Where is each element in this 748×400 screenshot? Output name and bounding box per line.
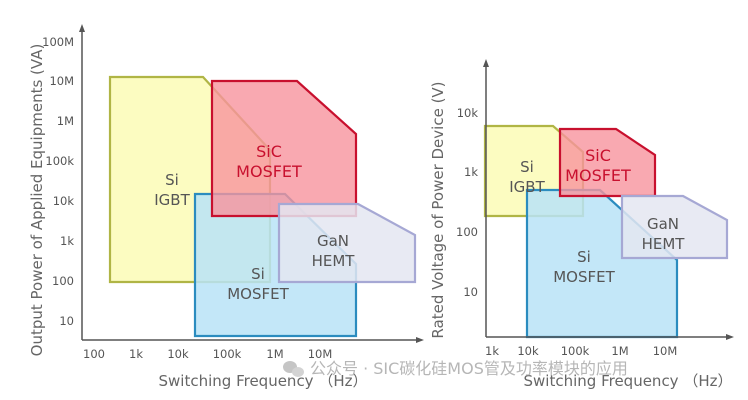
y-tick-label: 10: [59, 314, 74, 328]
y-axis-title: Output Power of Applied Equipments (VA): [28, 44, 46, 357]
region-label: Si: [165, 171, 179, 189]
x-tick-label: 1k: [129, 347, 143, 361]
region-gan-hemt: [620, 194, 729, 260]
x-tick-label: 100k: [213, 347, 242, 361]
x-tick-label: 1M: [266, 347, 283, 361]
y-tick-label: 1k: [464, 165, 478, 179]
x-axis-arrow-icon: [726, 334, 734, 340]
region-label: IGBT: [509, 178, 545, 196]
region-label: Si: [577, 248, 591, 266]
x-tick-label: 1k: [485, 344, 499, 358]
y-tick-label: 10k: [53, 194, 75, 208]
region-gan-hemt: [277, 202, 417, 284]
region-label: MOSFET: [227, 285, 289, 303]
y-tick-label: 100k: [45, 154, 74, 168]
y-tick-label: 100: [52, 274, 74, 288]
y-tick-label: 100: [456, 225, 478, 239]
x-tick-label: 100: [83, 347, 105, 361]
x-tick-label: 10k: [167, 347, 189, 361]
wechat-icon-bubble: [292, 367, 304, 377]
x-axis-title: Switching Frequency （Hz）: [524, 372, 733, 390]
region-label: GaN: [647, 215, 679, 233]
region-label: SiC: [585, 146, 611, 165]
x-axis-arrow-icon: [416, 337, 424, 343]
chart-1: 100 1k 10k 100k 1M 10M 100M 10M 1M 100k 10k 1k 100 10…: [28, 24, 424, 390]
region-label: SiC: [256, 142, 282, 161]
region-label: HEMT: [312, 252, 356, 270]
y-tick-label: 10k: [457, 106, 479, 120]
watermark: 公众号 · SIC碳化硅MOS管及功率模块的应用: [283, 359, 628, 378]
region-sic-mosfet: [210, 79, 358, 218]
y-tick-label: 10M: [49, 74, 74, 88]
x-tick-label: 10M: [308, 347, 333, 361]
region-label: GaN: [317, 232, 349, 250]
y-axis-arrow-icon: [483, 59, 489, 67]
y-tick-label: 1k: [60, 234, 74, 248]
watermark-text: 公众号 · SIC碳化硅MOS管及功率模块的应用: [310, 359, 628, 378]
chart-2: 1k 10k 100k 1M 10M10k1k10010SiIGBTSiCMOSFETS…: [429, 59, 734, 390]
x-axis-title: Switching Frequency （Hz）: [159, 372, 368, 390]
region-label: HEMT: [642, 235, 686, 253]
region-label: MOSFET: [565, 166, 631, 185]
x-tick-label: 100k: [561, 344, 590, 358]
region-label: MOSFET: [553, 268, 615, 286]
region-label: Si: [520, 158, 534, 176]
region-label: MOSFET: [236, 162, 302, 181]
x-tick-label: 10M: [653, 344, 678, 358]
y-tick-label: 100M: [42, 35, 74, 49]
y-tick-label: 1M: [57, 114, 74, 128]
region-label: Si: [251, 265, 265, 283]
region-label: IGBT: [154, 191, 190, 209]
x-tick-label: 10k: [517, 344, 539, 358]
y-tick-label: 10: [463, 285, 478, 299]
y-axis-arrow-icon: [79, 24, 85, 32]
x-tick-label: 1M: [611, 344, 628, 358]
region-sic-mosfet: [558, 127, 657, 198]
y-axis-title: Rated Voltage of Power Device (V): [429, 81, 447, 338]
